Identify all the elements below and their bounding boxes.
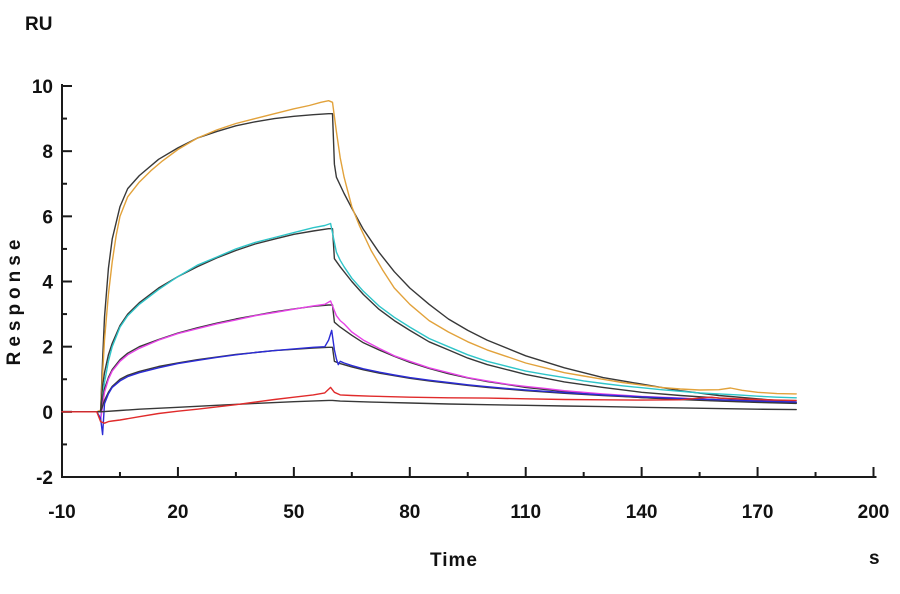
series-orange-trace bbox=[61, 100, 797, 413]
response-unit-label: RU bbox=[25, 14, 53, 35]
y-tick-label: 4 bbox=[42, 273, 53, 294]
x-tick-label: 50 bbox=[283, 502, 304, 523]
x-tick-label: 170 bbox=[742, 502, 774, 523]
x-tick-label: -10 bbox=[48, 502, 75, 523]
x-tick-label: 20 bbox=[167, 502, 188, 523]
series-black-fit-1 bbox=[61, 113, 797, 413]
x-tick-label: 200 bbox=[858, 502, 890, 523]
y-tick-label: 0 bbox=[42, 403, 53, 424]
series-red-trace bbox=[61, 386, 797, 424]
series-blue-trace bbox=[61, 329, 797, 436]
x-tick-label: 110 bbox=[510, 502, 541, 523]
x-tick-label: 80 bbox=[399, 502, 420, 523]
x-tick-label: 140 bbox=[626, 502, 658, 523]
x-axis-unit-label: s bbox=[869, 548, 880, 569]
y-tick-label: 6 bbox=[42, 207, 53, 228]
series-cyan-trace bbox=[61, 222, 797, 420]
y-axis-title: Response bbox=[4, 234, 25, 366]
y-tick-label: 10 bbox=[32, 77, 53, 98]
x-axis-title: Time bbox=[429, 550, 478, 571]
y-tick-label: 2 bbox=[42, 338, 53, 359]
series-black-fit-2 bbox=[61, 228, 797, 413]
series-black-fit-5 bbox=[61, 399, 797, 413]
series-magenta-trace bbox=[61, 300, 797, 421]
y-tick-label: -2 bbox=[36, 468, 53, 489]
y-tick-label: 8 bbox=[42, 142, 53, 163]
